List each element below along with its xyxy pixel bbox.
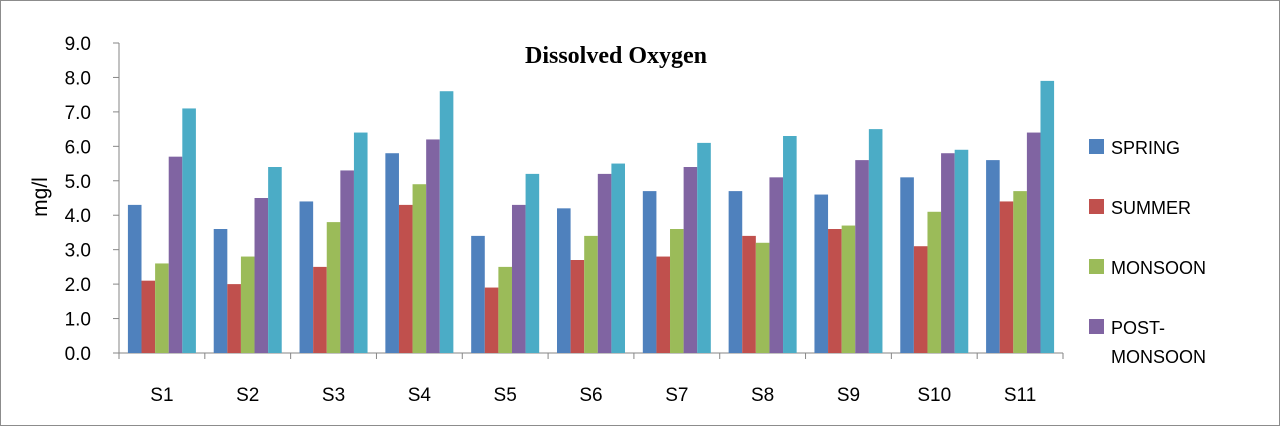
bar-series-5-s7 <box>697 142 711 353</box>
bar-series-5-s5 <box>525 173 540 353</box>
bar-post-monsoon-s10 <box>941 153 955 353</box>
bar-series-5-s2 <box>268 167 282 353</box>
bar-summer-s8 <box>742 235 756 353</box>
x-tick-label: S3 <box>322 385 345 406</box>
legend-label-post-monsoon: MONSOON <box>1111 347 1206 367</box>
bar-series-5-s11 <box>1040 80 1055 353</box>
bar-monsoon-s11 <box>1013 191 1027 353</box>
legend-label-spring: SPRING <box>1111 138 1180 158</box>
bar-spring-s6 <box>557 208 571 353</box>
bar-series-5-s10 <box>954 149 969 353</box>
bar-post-monsoon-s1 <box>168 156 183 353</box>
bar-series-5-s8 <box>783 136 797 353</box>
bar-post-monsoon-s6 <box>597 173 612 353</box>
bar-spring-s8 <box>728 191 743 353</box>
bar-spring-s10 <box>900 177 914 353</box>
x-tick-label: S6 <box>579 385 602 406</box>
x-tick-label: S2 <box>236 385 259 406</box>
x-tick-label: S7 <box>665 385 688 406</box>
bar-spring-s9 <box>814 194 829 353</box>
bar-summer-s9 <box>828 229 842 353</box>
bar-series-5-s6 <box>611 163 625 353</box>
bar-monsoon-s10 <box>927 211 942 353</box>
bar-monsoon-s2 <box>240 256 255 353</box>
legend-swatch-monsoon <box>1089 259 1104 274</box>
bar-monsoon-s4 <box>412 184 427 353</box>
bar-monsoon-s8 <box>755 242 770 353</box>
bar-spring-s1 <box>127 204 142 353</box>
x-tick-label: S9 <box>837 385 860 406</box>
bar-summer-s11 <box>999 201 1014 353</box>
bar-summer-s6 <box>570 260 585 353</box>
chart-title: Dissolved Oxygen <box>525 43 707 69</box>
bar-post-monsoon-s11 <box>1026 132 1041 353</box>
bar-post-monsoon-s8 <box>769 177 784 353</box>
y-axis-label: mg/l <box>29 177 52 217</box>
bar-post-monsoon-s2 <box>254 198 269 353</box>
legend-label-post-monsoon: POST- <box>1111 318 1165 338</box>
legend-label-summer: SUMMER <box>1111 198 1191 218</box>
bar-summer-s2 <box>227 284 241 353</box>
bar-monsoon-s6 <box>584 235 598 353</box>
bar-spring-s2 <box>213 229 228 353</box>
legend-swatch-spring <box>1089 139 1104 154</box>
bar-monsoon-s1 <box>155 263 169 353</box>
legend-swatch-summer <box>1089 199 1104 214</box>
bar-post-monsoon-s4 <box>426 139 440 353</box>
x-tick-label: S4 <box>408 385 432 406</box>
bar-summer-s1 <box>141 280 156 353</box>
x-tick-label: S1 <box>150 385 173 406</box>
bar-post-monsoon-s9 <box>855 160 869 353</box>
y-tick-label: 5.0 <box>65 172 91 193</box>
y-tick-label: 8.0 <box>65 68 91 89</box>
bar-summer-s10 <box>913 246 928 353</box>
bar-spring-s3 <box>299 201 314 353</box>
bar-series-5-s4 <box>439 91 454 353</box>
bar-post-monsoon-s5 <box>511 204 526 353</box>
bar-spring-s11 <box>986 160 1000 353</box>
bar-series-5-s1 <box>182 108 196 353</box>
bar-post-monsoon-s7 <box>683 167 698 353</box>
bars-group <box>127 80 1055 353</box>
legend-swatch-post-monsoon <box>1089 319 1104 334</box>
x-tick-label: S11 <box>1004 385 1036 406</box>
y-tick-label: 6.0 <box>65 137 91 158</box>
axes-group: 0.0 1.0 2.0 3.0 4.0 5.0 6.0 7.0 8.0 9.0 S1 S2 S3 S4 S5… <box>65 34 1064 406</box>
bar-monsoon-s9 <box>841 225 856 353</box>
bar-summer-s4 <box>398 204 413 353</box>
y-tick-label: 1.0 <box>65 310 91 331</box>
y-tick-label: 2.0 <box>65 275 91 296</box>
y-tick-label: 3.0 <box>65 241 91 262</box>
x-tick-label: S5 <box>494 385 517 406</box>
y-tick-label: 0.0 <box>65 344 91 365</box>
legend-label-monsoon: MONSOON <box>1111 258 1206 278</box>
legend: SPRING SUMMER MONSOON POST- MONSOON <box>1089 138 1206 367</box>
bar-summer-s3 <box>313 266 327 353</box>
y-tick-label: 7.0 <box>65 103 91 124</box>
bar-post-monsoon-s3 <box>340 170 354 353</box>
bar-series-5-s9 <box>868 129 883 353</box>
bar-spring-s7 <box>642 191 657 353</box>
y-tick-label: 4.0 <box>65 206 91 227</box>
bar-spring-s5 <box>471 235 485 353</box>
bar-monsoon-s3 <box>326 222 341 353</box>
bar-spring-s4 <box>385 153 399 353</box>
bar-summer-s5 <box>484 287 499 353</box>
bar-monsoon-s7 <box>670 229 684 353</box>
y-tick-label: 9.0 <box>65 34 91 55</box>
bar-monsoon-s5 <box>498 266 512 353</box>
bar-series-5-s3 <box>353 132 368 353</box>
bar-summer-s7 <box>656 256 671 353</box>
x-tick-label: S10 <box>917 385 951 406</box>
x-tick-label: S8 <box>751 385 774 406</box>
